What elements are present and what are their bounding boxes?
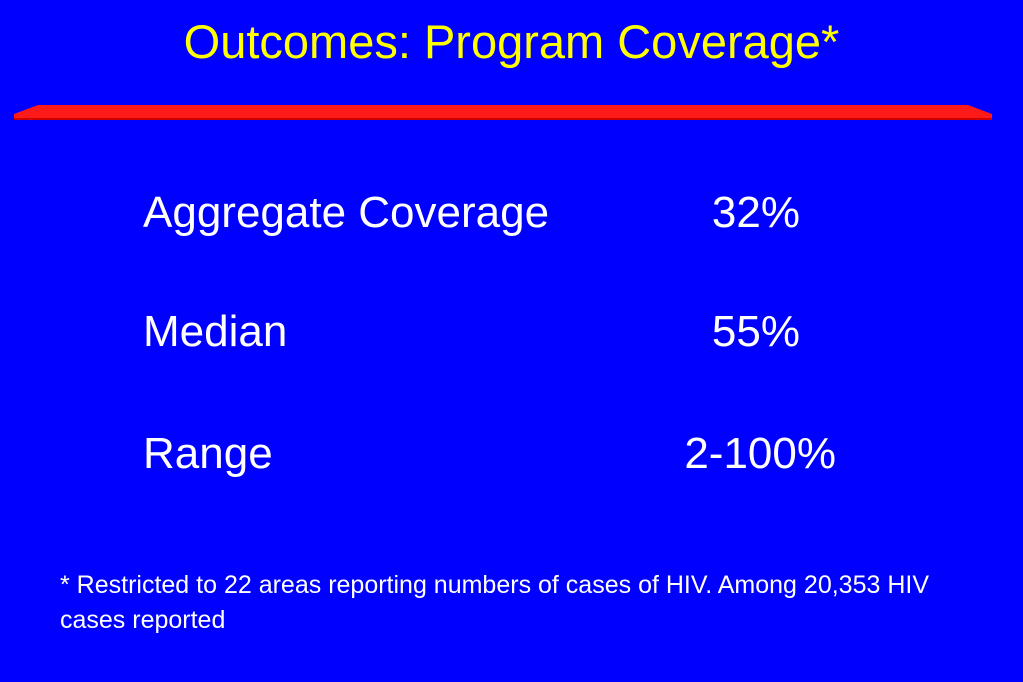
stat-label-range: Range (143, 429, 273, 478)
title-divider (14, 105, 992, 120)
slide-title: Outcomes: Program Coverage* (183, 15, 840, 68)
stat-label-median: Median (143, 307, 288, 356)
stat-value-aggregate-coverage: 32% (711, 188, 800, 237)
footnote: * Restricted to 22 areas reporting numbe… (60, 571, 929, 634)
stat-value-range: 2-100% (684, 429, 836, 478)
stat-value-median: 55% (711, 307, 800, 356)
stat-label-aggregate-coverage: Aggregate Coverage (143, 188, 550, 237)
